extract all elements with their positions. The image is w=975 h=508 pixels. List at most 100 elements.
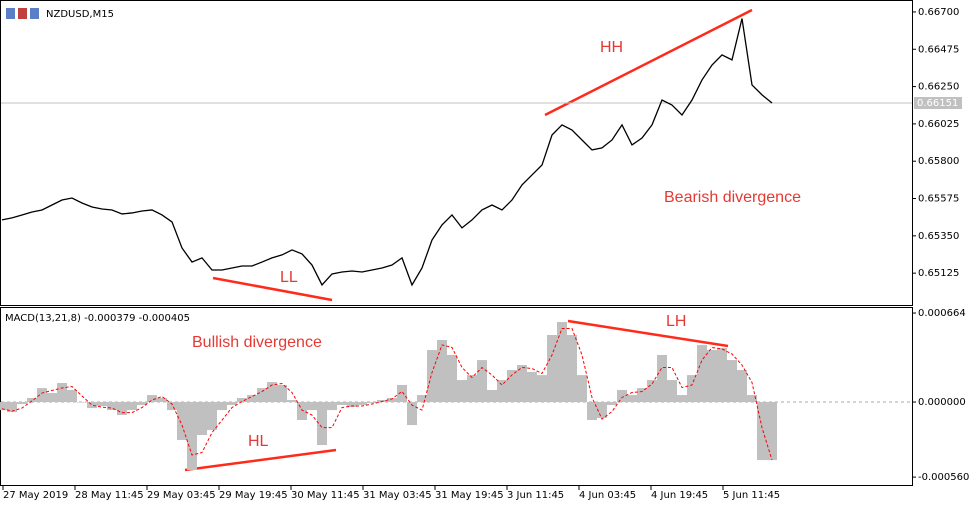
histogram-bar [47,393,57,403]
histogram-bar [77,402,87,403]
histogram-bar [287,400,297,403]
macd-title: MACD(13,21,8) -0.000379 -0.000405 [5,313,190,324]
trend-line [212,276,333,302]
histogram-bar [477,360,487,403]
histogram-bar [707,350,717,403]
y-tick-label: 0.65125 [918,268,959,279]
histogram-bar [227,402,237,405]
histogram-bar [547,335,557,403]
histogram-bar [237,398,247,403]
histogram-bar [357,402,367,405]
y-tick-label: 0.66250 [918,82,959,93]
histogram-bar [587,402,597,420]
histogram-bar [127,402,137,411]
histogram-bar [317,402,327,446]
y-tick-label: 0.000664 [918,308,966,319]
histogram-bar [407,402,417,426]
histogram-bar [657,354,667,403]
macd-panel [0,307,913,486]
y-tick-label: 0.65575 [918,194,959,205]
histogram-bar [607,402,617,405]
icon [18,8,27,19]
histogram-bar [617,389,627,403]
histogram-bar [107,402,117,411]
x-tick-label: 4 Jun 03:45 [579,490,636,501]
histogram-bar [207,402,217,431]
y-tick-label: 0.66475 [918,44,959,55]
histogram-bar [577,375,587,403]
histogram-bar [137,402,147,405]
annotation: Bearish divergence [664,189,801,206]
histogram-bar [257,388,267,403]
histogram-bar [297,402,307,420]
histogram-bar [507,369,517,403]
signal-line [1,327,773,461]
histogram-bar [647,380,657,403]
histogram-bar [307,402,317,411]
histogram-bar [57,382,67,403]
histogram-bar [17,402,27,405]
annotation: HL [248,433,269,450]
histogram-bar [177,402,187,440]
histogram-bar [347,402,357,407]
x-tick-label: 28 May 11:45 [75,490,144,501]
histogram-bar [37,388,47,403]
histogram-bar [247,395,257,403]
histogram-bar [687,375,697,403]
current-price-box [914,96,962,109]
histogram-bar [717,348,727,403]
histogram-bar [667,380,677,403]
x-tick-label: 27 May 2019 [3,490,68,501]
histogram-bar [457,380,467,403]
histogram-bar [637,388,647,403]
histogram-bar [747,395,757,403]
histogram-bar [217,402,227,411]
histogram-bar [67,389,77,403]
trend-line [567,319,729,348]
x-tick-label: 29 May 03:45 [147,490,216,501]
x-tick-label: 3 Jun 11:45 [507,490,564,501]
annotation: LH [666,313,686,330]
histogram-bar [697,345,707,403]
histogram-bar [167,402,177,411]
histogram-bar [27,398,37,403]
histogram-bar [87,402,97,409]
histogram-bar [677,395,687,403]
y-tick-label: 0.66025 [918,119,959,130]
icon [6,8,15,19]
histogram-bar [537,375,547,403]
histogram-bar [627,395,637,403]
histogram-bar [767,402,777,461]
histogram-bar [757,402,767,461]
y-tick-label: 0.66700 [918,7,959,18]
histogram-bar [467,375,477,403]
histogram-bar [447,354,457,403]
current-price-label: 0.66151 [917,98,958,109]
y-tick-label: 0.65350 [918,231,959,242]
x-tick-label: 5 Jun 11:45 [723,490,780,501]
histogram-bar [7,402,17,413]
histogram-bar [147,395,157,403]
annotation: LL [280,269,298,286]
y-tick-label: 0.65800 [918,156,959,167]
histogram-bar [527,372,537,403]
histogram-bar [737,369,747,403]
histogram-bar [557,322,567,403]
histogram-bar [267,382,277,403]
icon [30,8,39,19]
histogram-bar [277,385,287,403]
annotation: Bullish divergence [192,334,322,351]
price-line [1,18,773,287]
histogram-bar [197,402,207,436]
histogram-bar [437,339,447,403]
trend-line [184,448,337,472]
histogram-bar [157,398,167,403]
histogram-bar [97,402,107,407]
histogram-bar [397,385,407,403]
histogram-bar [337,402,347,405]
x-tick-label: 31 May 03:45 [363,490,432,501]
histogram-bar [597,402,607,418]
histogram-bar [327,402,337,411]
y-tick-label: 0.000000 [918,397,966,408]
